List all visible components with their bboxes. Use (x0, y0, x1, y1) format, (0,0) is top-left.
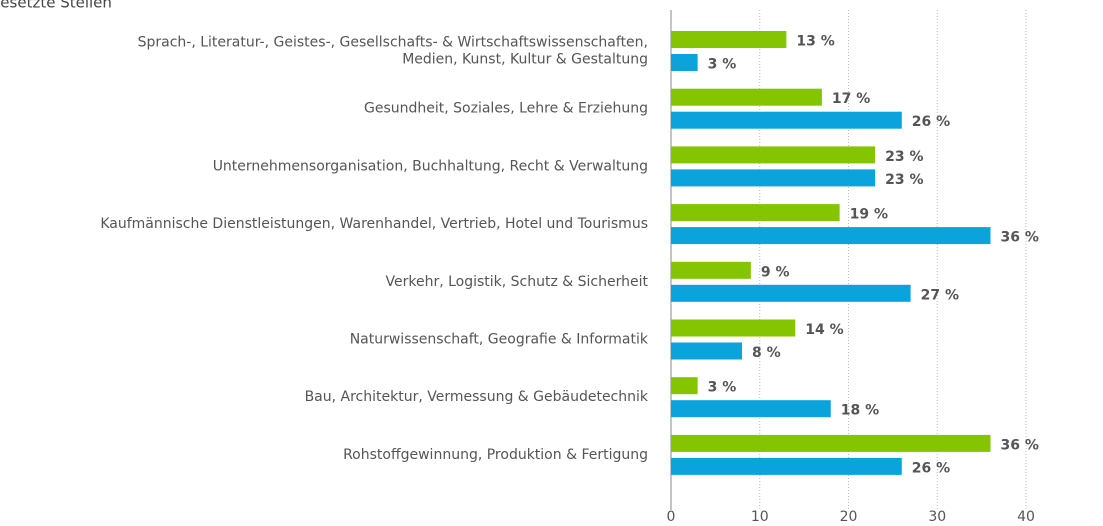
value-label: 23 % (885, 149, 923, 165)
category-label: Kaufmännische Dienstleistungen, Warenhan… (100, 216, 648, 232)
x-tick-label: 40 (1017, 509, 1035, 525)
value-label: 27 % (921, 287, 959, 303)
bar (671, 111, 902, 129)
value-label: 8 % (752, 345, 781, 361)
x-tick-label: 30 (928, 509, 946, 525)
category-label: Sprach-, Literatur-, Geistes-, Gesellsch… (138, 35, 648, 51)
bar (671, 146, 876, 164)
bar (671, 31, 787, 48)
bar (671, 434, 991, 452)
value-label: 26 % (912, 460, 950, 476)
bar (671, 342, 742, 360)
bar (671, 227, 991, 245)
value-label: 26 % (912, 114, 950, 130)
value-label: 18 % (841, 403, 879, 419)
category-label: Verkehr, Logistik, Schutz & Sicherheit (385, 274, 648, 290)
bar (671, 204, 840, 222)
bar (671, 319, 796, 337)
value-label: 36 % (1001, 437, 1039, 453)
bar (671, 457, 902, 475)
x-tick-label: 10 (751, 509, 769, 525)
x-tick-label: 20 (840, 509, 858, 525)
bar (671, 261, 751, 279)
bar (671, 377, 698, 395)
value-label: 13 % (796, 34, 834, 50)
bar (671, 88, 822, 106)
category-label: Bau, Architektur, Vermessung & Gebäudete… (305, 389, 649, 405)
value-label: 3 % (708, 57, 737, 73)
bar (671, 169, 876, 187)
category-label: Medien, Kunst, Kultur & Gestaltung (402, 52, 648, 68)
value-label: 23 % (885, 172, 923, 188)
category-label: Gesundheit, Soziales, Lehre & Erziehung (364, 101, 648, 117)
value-label: 19 % (850, 207, 888, 223)
category-label: Naturwissenschaft, Geografie & Informati… (350, 332, 649, 348)
category-label: Rohstoffgewinnung, Produktion & Fertigun… (343, 447, 648, 463)
category-label: Unternehmensorganisation, Buchhaltung, R… (213, 158, 648, 174)
legend-label: Besetzte Stellen (0, 0, 112, 12)
bar (671, 400, 831, 418)
value-label: 14 % (805, 322, 843, 338)
x-tick-label: 0 (667, 509, 676, 525)
value-label: 36 % (1001, 230, 1039, 246)
value-label: 17 % (832, 91, 870, 107)
bar (671, 284, 911, 302)
value-label: 3 % (708, 380, 737, 396)
value-label: 9 % (761, 264, 790, 280)
bar (671, 54, 698, 71)
